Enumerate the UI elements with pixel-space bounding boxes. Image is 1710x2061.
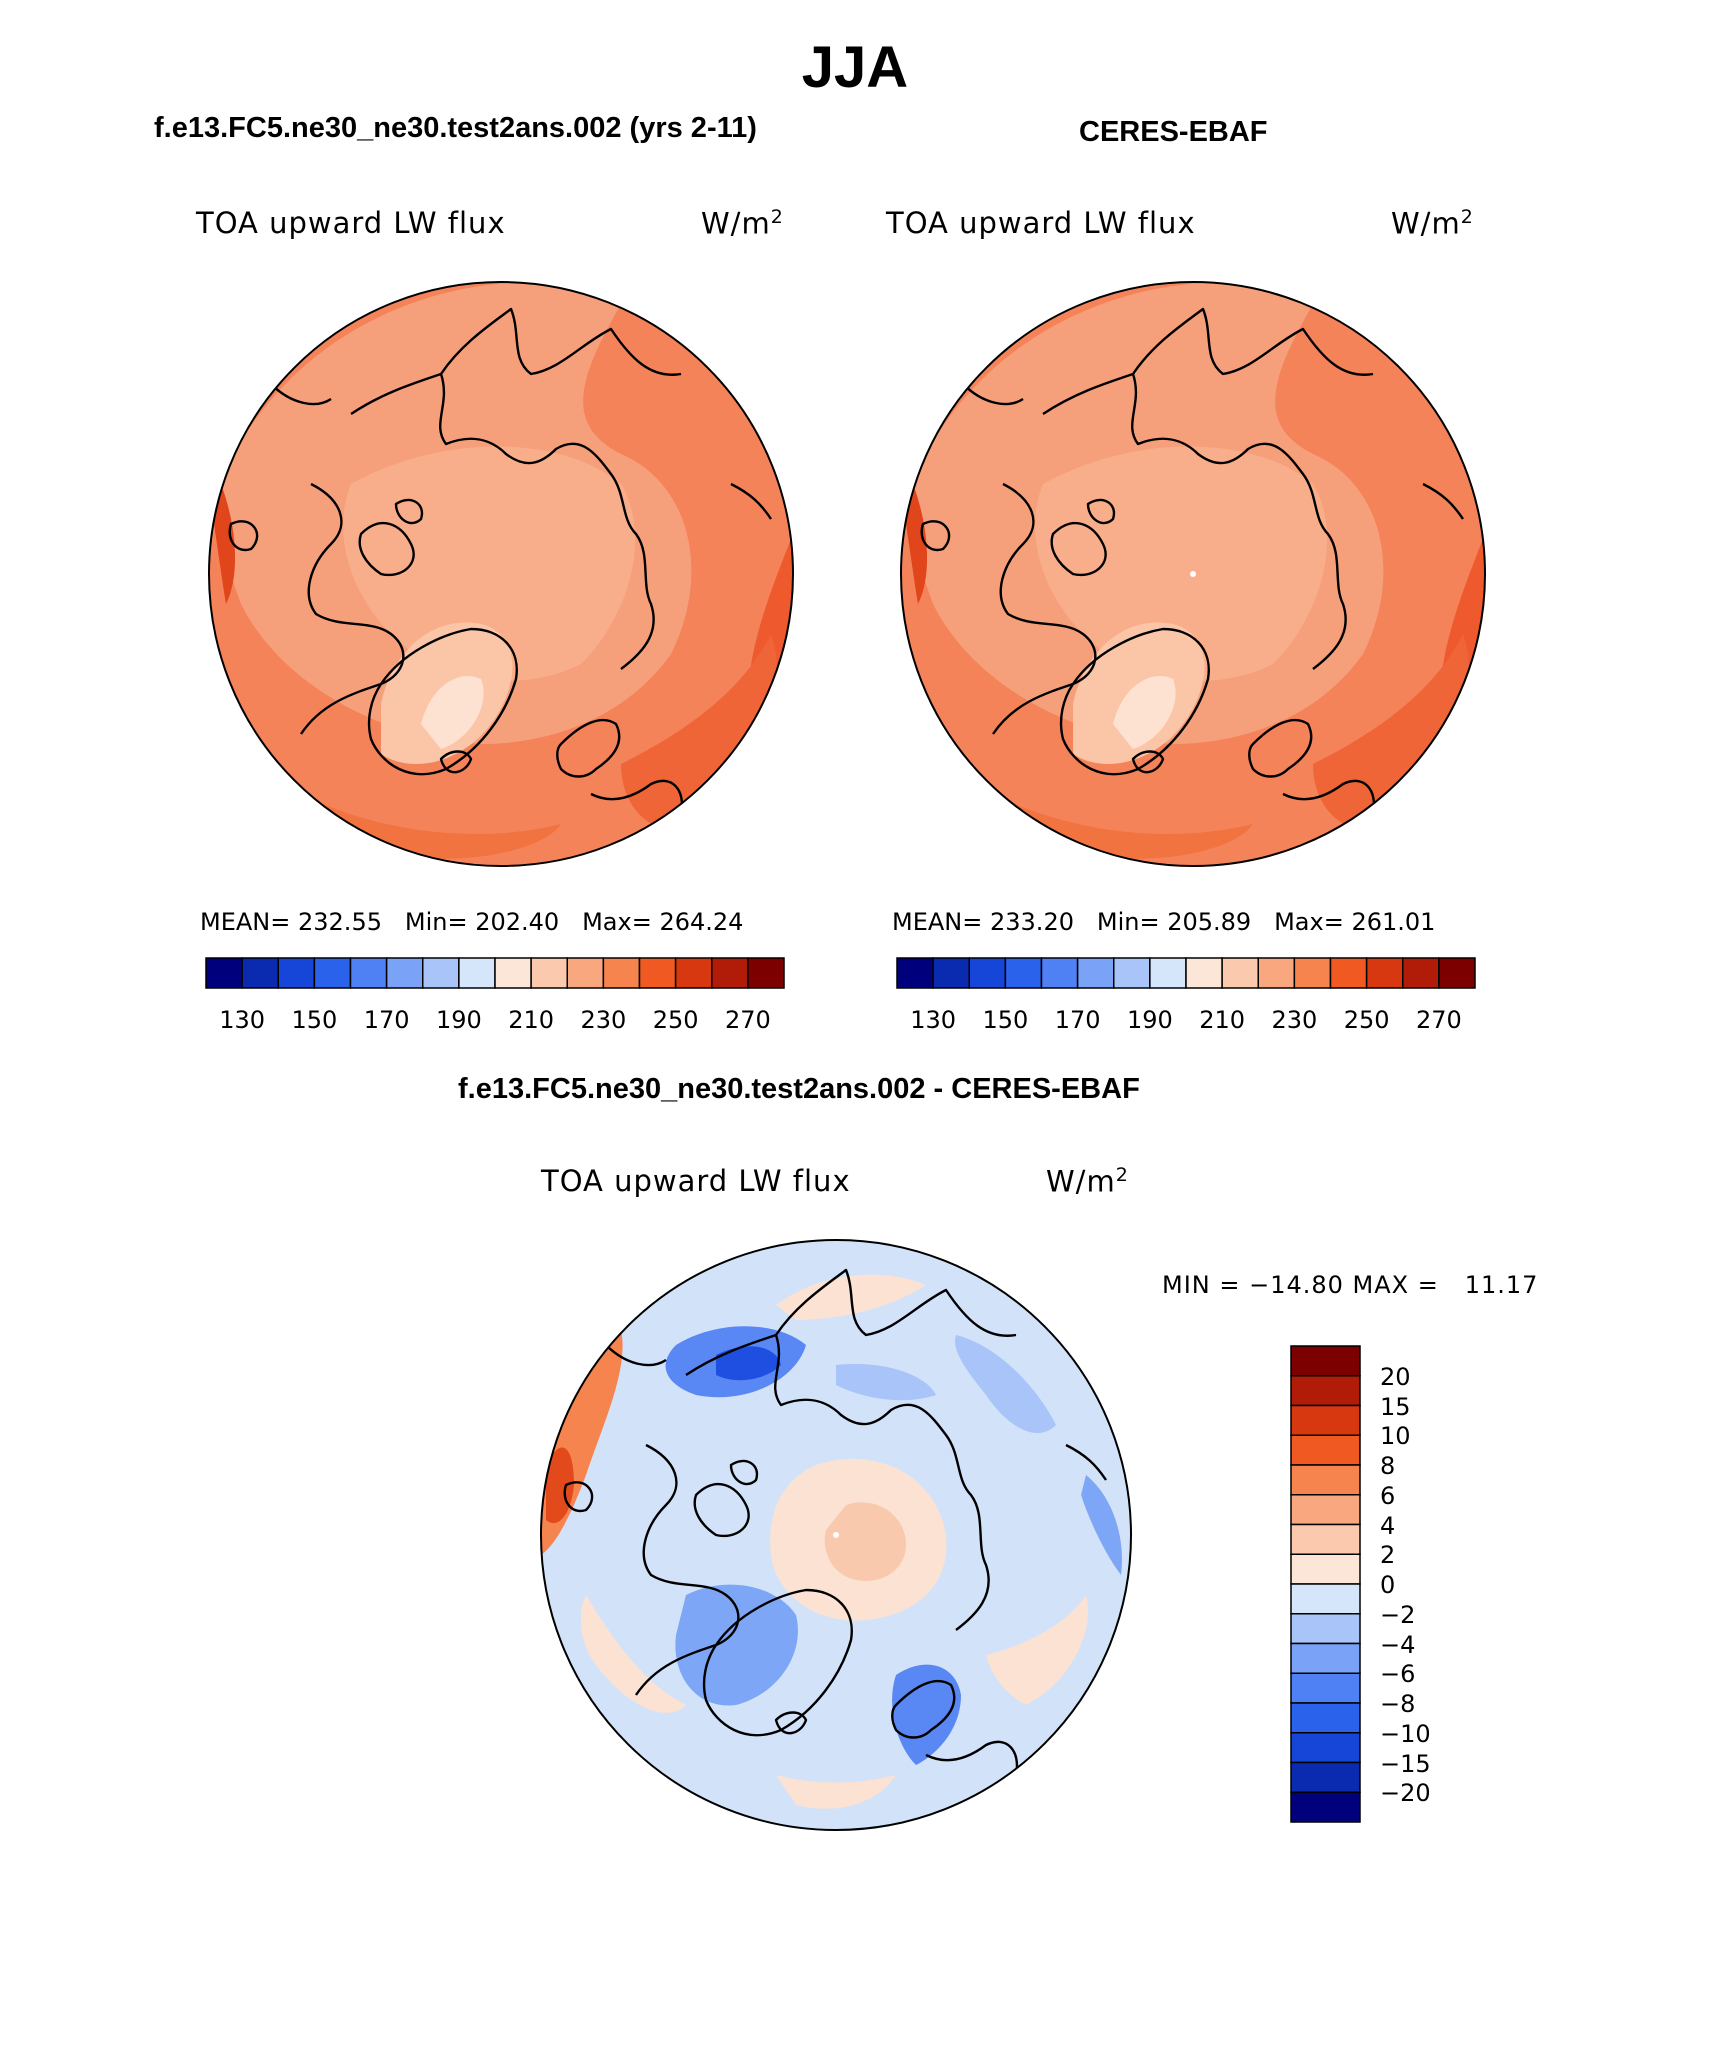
panel2-colorbar-tick-label: 250	[1343, 1006, 1390, 1034]
panel3-minmax: MIN = −14.80 MAX = 11.17	[1162, 1271, 1539, 1299]
panel1-colorbar-box	[458, 957, 496, 989]
diff-colorbar-box	[1290, 1523, 1361, 1555]
panel2-colorbar-box	[1221, 957, 1259, 989]
panel1-colorbar-box	[241, 957, 279, 989]
diff-colorbar-box	[1290, 1613, 1361, 1645]
diff-colorbar-box	[1290, 1702, 1361, 1734]
panel2-colorbar-tick-label: 210	[1199, 1006, 1246, 1034]
diff-colorbar-tick-label: −4	[1380, 1630, 1416, 1659]
panel2-colorbar-tick-label: 270	[1415, 1006, 1462, 1034]
panel2-colorbar-box	[1438, 957, 1476, 989]
diff-colorbar-box	[1290, 1404, 1361, 1436]
panel1-variable-label: TOA upward LW flux	[196, 206, 506, 240]
panel2-colorbar-tick-label: 130	[910, 1006, 957, 1034]
panel1-map	[208, 281, 794, 867]
panel1-colorbar-tick-label: 190	[435, 1006, 482, 1034]
panel2-stats: MEAN= 233.20 Min= 205.89 Max= 261.01	[892, 908, 1436, 936]
panel2-colorbar-box	[1365, 957, 1404, 989]
panel1-colorbar-box	[205, 957, 243, 989]
panel1-stats: MEAN= 232.55 Min= 202.40 Max= 264.24	[200, 908, 744, 936]
panel2-colorbar-box	[1402, 957, 1440, 989]
diff-colorbar-tick-label: 6	[1380, 1481, 1396, 1510]
diff-colorbar-tick-label: −15	[1380, 1749, 1431, 1778]
panel1-colorbar-box	[747, 957, 785, 989]
diff-colorbar-tick-label: 20	[1380, 1362, 1411, 1391]
diff-colorbar-box	[1290, 1553, 1361, 1585]
panel2-colorbar-box	[1004, 957, 1043, 989]
diff-colorbar-tick-label: 2	[1380, 1541, 1396, 1570]
diff-colorbar-box	[1290, 1672, 1361, 1704]
test-case-title: f.e13.FC5.ne30_ne30.test2ans.002 (yrs 2-…	[154, 112, 757, 144]
diff-colorbar-box	[1290, 1761, 1361, 1793]
panel2-colorbar	[896, 957, 1476, 989]
panel1-colorbar-tick-label: 250	[652, 1006, 699, 1034]
diff-colorbar-tick-label: 8	[1380, 1452, 1396, 1480]
panel2-colorbar-tick-label: 170	[1054, 1006, 1101, 1034]
diff-colorbar-box	[1290, 1642, 1361, 1674]
panel2-colorbar-box	[1040, 957, 1079, 989]
panel2-colorbar-box	[1113, 957, 1151, 989]
panel1-colorbar-box	[530, 957, 568, 989]
panel1-units: W/m2	[701, 206, 784, 241]
obs-title: CERES-EBAF	[1079, 116, 1268, 148]
diff-colorbar-tick-label: −20	[1380, 1779, 1431, 1808]
panel2-colorbar-box	[1257, 957, 1296, 989]
panel1-colorbar-box	[566, 957, 605, 989]
panel1-colorbar-box	[422, 957, 460, 989]
diff-colorbar-tick-label: −2	[1380, 1600, 1416, 1629]
panel1-colorbar-tick-label: 230	[580, 1006, 627, 1034]
panel1-colorbar-box	[313, 957, 352, 989]
panel2-map	[900, 281, 1486, 867]
panel3-variable-label: TOA upward LW flux	[541, 1164, 851, 1198]
panel3-units: W/m2	[1046, 1164, 1129, 1199]
panel2-colorbar-box	[968, 957, 1007, 989]
panel2-colorbar-tick-label: 230	[1271, 1006, 1318, 1034]
panel2-colorbar-box	[896, 957, 934, 989]
panel1-colorbar-box	[385, 957, 424, 989]
diff-colorbar-box	[1290, 1583, 1361, 1615]
diff-colorbar-box	[1290, 1375, 1361, 1407]
panel1-colorbar-box	[494, 957, 532, 989]
panel1-colorbar-tick-label: 170	[363, 1006, 410, 1034]
diff-colorbar-box	[1290, 1464, 1361, 1496]
panel2-colorbar-box	[1149, 957, 1187, 989]
diff-colorbar-box	[1290, 1494, 1361, 1526]
diff-colorbar-box	[1290, 1345, 1361, 1377]
panel2-variable-label: TOA upward LW flux	[886, 206, 1196, 240]
panel1-colorbar-box	[638, 957, 677, 989]
panel2-colorbar-tick-label: 150	[982, 1006, 1029, 1034]
panel1-colorbar-tick-label: 150	[291, 1006, 338, 1034]
panel2-colorbar-box	[1076, 957, 1115, 989]
panel1-colorbar-tick-label: 270	[724, 1006, 771, 1034]
panel1-colorbar-box	[277, 957, 316, 989]
panel1-colorbar-box	[349, 957, 388, 989]
panel1-colorbar-box	[602, 957, 641, 989]
diff-colorbar	[1290, 1345, 1361, 1823]
figure-title: JJA	[801, 35, 909, 100]
diff-colorbar-box	[1290, 1791, 1361, 1823]
diff-colorbar-tick-label: 15	[1380, 1392, 1411, 1421]
diff-colorbar-tick-label: −6	[1380, 1660, 1416, 1689]
panel1-colorbar-tick-label: 130	[219, 1006, 266, 1034]
diff-colorbar-tick-label: 4	[1380, 1511, 1396, 1540]
panel2-colorbar-box	[932, 957, 970, 989]
panel1-colorbar-tick-label: 210	[508, 1006, 555, 1034]
diff-colorbar-tick-label: 0	[1380, 1571, 1396, 1599]
diff-colorbar-box	[1290, 1732, 1361, 1764]
panel1-colorbar	[205, 957, 785, 989]
panel1-colorbar-box	[674, 957, 713, 989]
panel3-diff-map	[540, 1239, 1132, 1831]
panel2-colorbar-box	[1185, 957, 1223, 989]
panel2-colorbar-box	[1293, 957, 1332, 989]
panel2-units: W/m2	[1391, 206, 1474, 241]
difference-title: f.e13.FC5.ne30_ne30.test2ans.002 - CERES…	[458, 1073, 1140, 1105]
panel2-colorbar-tick-label: 190	[1126, 1006, 1173, 1034]
diff-colorbar-tick-label: −10	[1380, 1719, 1431, 1748]
diff-colorbar-tick-label: 10	[1380, 1422, 1411, 1451]
diff-colorbar-box	[1290, 1434, 1361, 1466]
panel1-colorbar-box	[711, 957, 749, 989]
panel2-colorbar-box	[1329, 957, 1368, 989]
diff-colorbar-tick-label: −8	[1380, 1690, 1416, 1718]
